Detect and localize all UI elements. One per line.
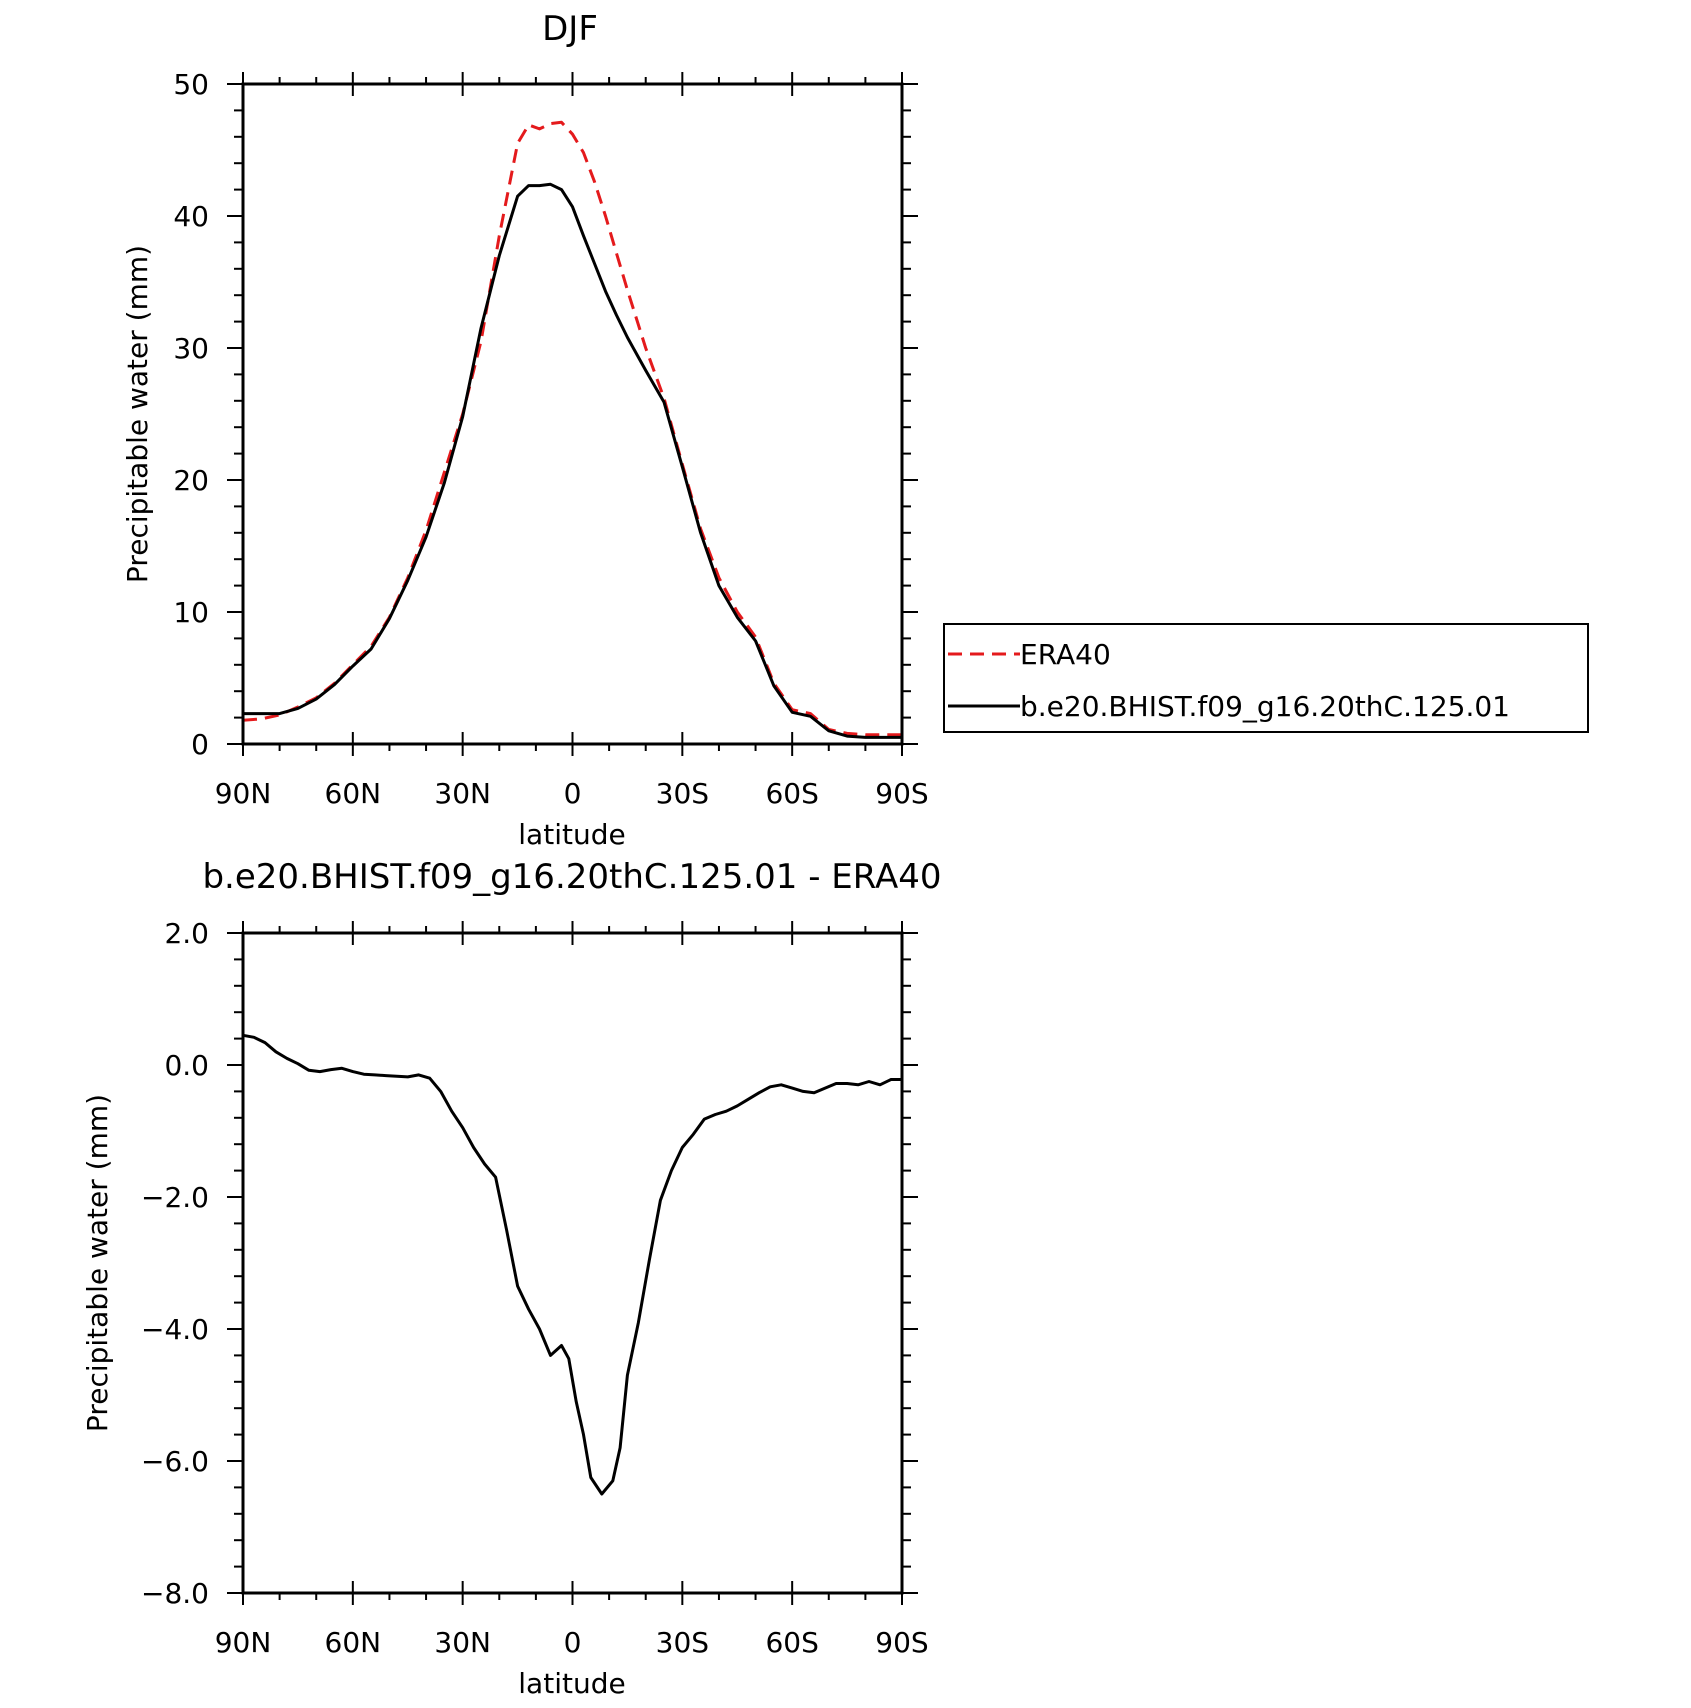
x-tick-label: 30S bbox=[656, 1626, 709, 1659]
bottom-panel-series-layer bbox=[242, 1033, 902, 1496]
x-tick-label: 60N bbox=[325, 1626, 382, 1659]
x-tick-label: 90N bbox=[215, 1626, 272, 1659]
x-tick-label: 90S bbox=[875, 777, 928, 810]
x-tick-label: 90N bbox=[215, 777, 272, 810]
x-tick-label: 0 bbox=[564, 777, 582, 810]
legend-label-era40: ERA40 bbox=[1020, 638, 1111, 671]
series-line-0-0 bbox=[242, 120, 902, 737]
x-tick-label: 30N bbox=[434, 777, 491, 810]
y-tick-label: 20 bbox=[173, 464, 209, 497]
top-panel-y-axis-label: Precipitable water (mm) bbox=[121, 245, 154, 583]
legend: ERA40 b.e20.BHIST.f09_g16.20thC.125.01 bbox=[943, 623, 1589, 733]
y-tick-label: −6.0 bbox=[141, 1445, 209, 1478]
x-tick-label: 60S bbox=[765, 777, 818, 810]
top-panel: DJF 90N 60N 30N 0 30S 60S 90S 0 10 20 30 40 50 latit… bbox=[121, 9, 929, 851]
top-panel-x-axis-label: latitude bbox=[518, 818, 625, 851]
bottom-panel: b.e20.BHIST.f09_g16.20thC.125.01 - ERA40… bbox=[81, 857, 942, 1700]
x-tick-label: 60S bbox=[765, 1626, 818, 1659]
y-tick-label: −2.0 bbox=[141, 1181, 209, 1214]
legend-label-model: b.e20.BHIST.f09_g16.20thC.125.01 bbox=[1020, 690, 1510, 723]
series-line-1-0 bbox=[242, 1033, 902, 1496]
y-tick-label: 30 bbox=[173, 332, 209, 365]
top-panel-frame bbox=[241, 82, 904, 746]
x-tick-label: 90S bbox=[875, 1626, 928, 1659]
bottom-panel-ticks: 90N 60N 30N 0 30S 60S 90S −8.0 −6.0 −4.0 −2.0 0.0 2.… bbox=[141, 917, 929, 1659]
top-panel-title: DJF bbox=[542, 9, 598, 49]
bottom-panel-x-axis-label: latitude bbox=[518, 1667, 625, 1700]
y-tick-label: 10 bbox=[173, 596, 209, 629]
y-tick-label: 40 bbox=[173, 200, 209, 233]
y-tick-label: −4.0 bbox=[141, 1313, 209, 1346]
top-panel-ticks: 90N 60N 30N 0 30S 60S 90S 0 10 20 30 40 50 bbox=[173, 68, 928, 810]
x-tick-label: 60N bbox=[325, 777, 382, 810]
y-tick-label: 2.0 bbox=[164, 917, 209, 950]
top-panel-series-layer bbox=[242, 120, 902, 739]
bottom-panel-y-axis-label: Precipitable water (mm) bbox=[81, 1094, 114, 1432]
y-tick-label: 0 bbox=[191, 728, 209, 761]
x-tick-label: 30N bbox=[434, 1626, 491, 1659]
legend-box bbox=[943, 623, 1589, 733]
y-tick-label: 50 bbox=[173, 68, 209, 101]
series-line-0-1 bbox=[243, 182, 902, 739]
x-tick-label: 30S bbox=[656, 777, 709, 810]
x-tick-label: 0 bbox=[564, 1626, 582, 1659]
y-tick-label: 0.0 bbox=[164, 1049, 209, 1082]
y-tick-label: −8.0 bbox=[141, 1577, 209, 1610]
bottom-panel-title: b.e20.BHIST.f09_g16.20thC.125.01 - ERA40 bbox=[202, 857, 941, 897]
bottom-panel-frame bbox=[241, 931, 904, 1595]
